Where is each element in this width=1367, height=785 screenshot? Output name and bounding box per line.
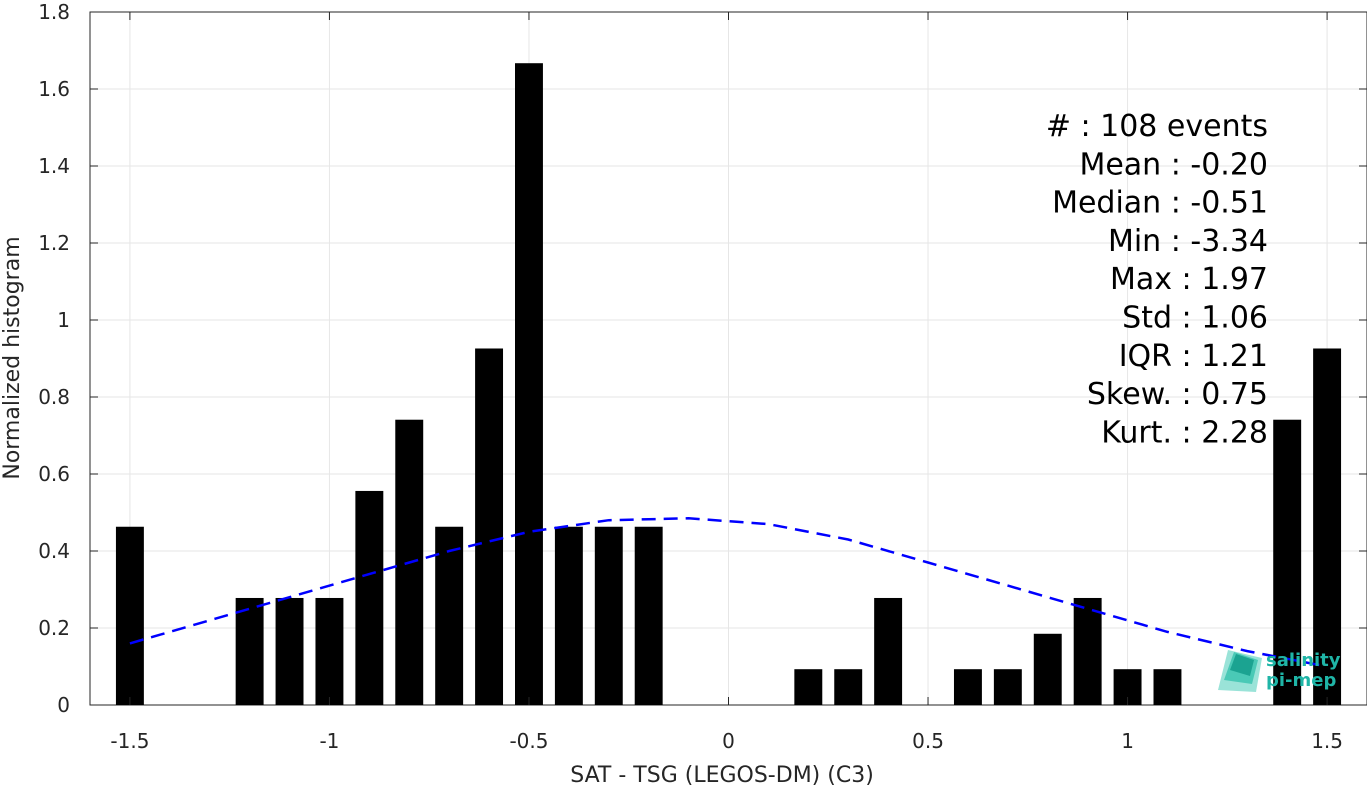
y-tick-label: 1.6 bbox=[38, 77, 70, 101]
y-tick-label: 1.4 bbox=[38, 154, 70, 178]
histogram-bar bbox=[794, 669, 823, 705]
histogram-bar bbox=[315, 597, 344, 705]
stat-line: Median : -0.51 bbox=[1052, 186, 1268, 221]
x-tick-label: 1.5 bbox=[1311, 729, 1343, 753]
normal-fit-curve bbox=[129, 517, 1328, 668]
stat-line: Mean : -0.20 bbox=[1079, 147, 1268, 182]
x-tick-label: 0 bbox=[722, 729, 735, 753]
logo-text-line2: pi-mep bbox=[1266, 670, 1336, 691]
histogram-bar bbox=[355, 490, 384, 705]
histogram-bar bbox=[834, 669, 863, 705]
histogram-bar bbox=[874, 597, 903, 705]
y-tick-label: 1.2 bbox=[38, 231, 70, 255]
histogram-bar bbox=[275, 597, 304, 705]
histogram-bar bbox=[634, 526, 663, 705]
x-tick-label: 1 bbox=[1121, 729, 1134, 753]
stat-line: Min : -3.34 bbox=[1108, 224, 1268, 259]
histogram-bar bbox=[993, 669, 1022, 705]
histogram-bar bbox=[953, 669, 982, 705]
histogram-bar bbox=[1033, 633, 1062, 705]
histogram-bar bbox=[115, 526, 144, 705]
x-tick-label: -0.5 bbox=[509, 729, 548, 753]
x-tick-label: 0.5 bbox=[912, 729, 944, 753]
histogram-bar bbox=[475, 348, 504, 705]
salinity-pimep-logo: salinity pi-mep bbox=[1218, 650, 1341, 692]
histogram-bar bbox=[515, 63, 543, 705]
y-axis-ticks: 0 0.2 0.4 0.6 0.8 1 1.2 1.4 1.6 1.8 bbox=[38, 0, 1367, 717]
histogram-bar bbox=[1153, 669, 1182, 705]
stat-line: Std : 1.06 bbox=[1122, 301, 1268, 336]
logo-mark-icon bbox=[1218, 650, 1262, 692]
y-axis-label: Normalized histogram bbox=[0, 236, 25, 479]
y-tick-label: 0.6 bbox=[38, 462, 70, 486]
logo-text-line1: salinity bbox=[1266, 650, 1341, 671]
y-tick-label: 0.8 bbox=[38, 385, 70, 409]
histogram-bar bbox=[1313, 348, 1342, 705]
stat-line: Skew. : 0.75 bbox=[1087, 377, 1268, 412]
stat-line: Kurt. : 2.28 bbox=[1101, 415, 1268, 450]
x-tick-label: -1.5 bbox=[110, 729, 149, 753]
y-tick-label: 0.4 bbox=[38, 539, 70, 563]
histogram-bar bbox=[435, 526, 464, 705]
histogram-bar bbox=[1273, 419, 1302, 705]
y-tick-label: 0 bbox=[57, 693, 70, 717]
x-axis-label: SAT - TSG (LEGOS-DM) (C3) bbox=[570, 763, 874, 785]
histogram-bar bbox=[235, 597, 264, 705]
x-tick-label: -1 bbox=[319, 729, 339, 753]
histogram-bar bbox=[554, 526, 583, 705]
stat-line: # : 108 events bbox=[1046, 109, 1268, 144]
y-tick-label: 1.8 bbox=[38, 0, 70, 24]
histogram-bar bbox=[594, 526, 623, 705]
bars-group bbox=[115, 63, 1342, 705]
y-tick-label: 1 bbox=[57, 308, 70, 332]
stat-line: IQR : 1.21 bbox=[1119, 339, 1268, 374]
y-tick-label: 0.2 bbox=[38, 616, 70, 640]
x-axis-ticks: -1.5 -1 -0.5 0 0.5 1 1.5 bbox=[110, 12, 1343, 753]
stat-line: Max : 1.97 bbox=[1110, 262, 1268, 297]
histogram-bar bbox=[1073, 597, 1102, 705]
